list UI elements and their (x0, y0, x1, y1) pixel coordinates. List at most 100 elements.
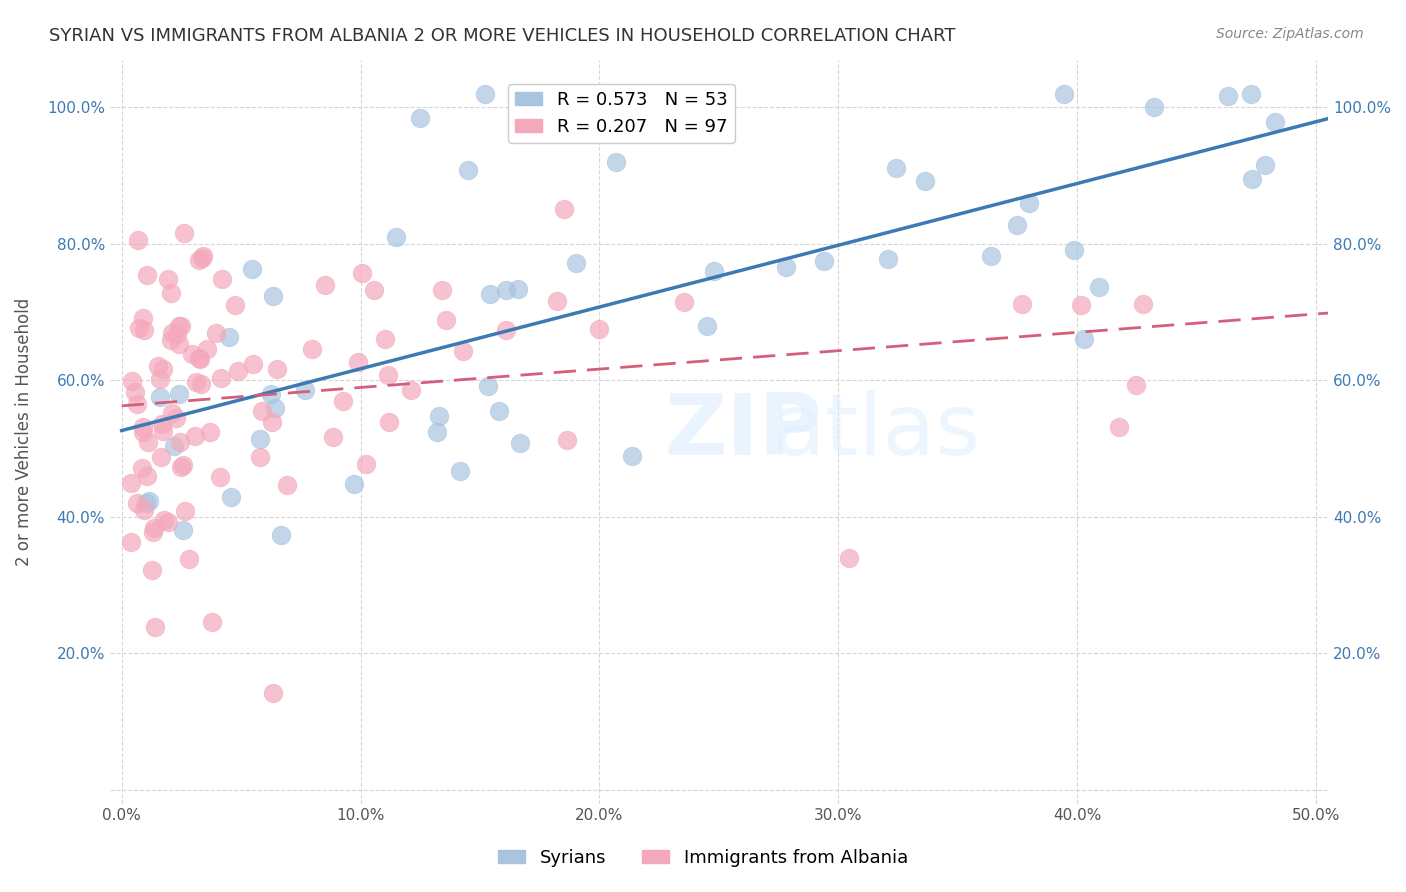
Point (121, 374, 143, 388)
Point (1063, 243, 1085, 257)
Point (495, 284, 517, 298)
Point (172, 458, 194, 472)
Point (195, 343, 218, 357)
Point (605, 155, 627, 169)
Point (170, 459, 193, 474)
Point (160, 326, 183, 340)
Point (980, 249, 1002, 263)
Point (1241, 172, 1264, 186)
Point (474, 87, 496, 101)
Point (162, 406, 184, 420)
Point (150, 450, 173, 464)
Point (249, 432, 271, 446)
Point (546, 294, 568, 309)
Text: SYRIAN VS IMMIGRANTS FROM ALBANIA 2 OR MORE VEHICLES IN HOUSEHOLD CORRELATION CH: SYRIAN VS IMMIGRANTS FROM ALBANIA 2 OR M… (49, 27, 956, 45)
Point (191, 249, 214, 263)
Point (451, 344, 474, 359)
Point (160, 286, 183, 301)
Point (190, 376, 212, 391)
Point (136, 434, 159, 449)
Point (696, 319, 718, 334)
Point (240, 262, 263, 277)
Point (301, 343, 323, 357)
Point (477, 379, 499, 393)
Point (495, 323, 517, 337)
Point (385, 229, 408, 244)
Point (128, 320, 150, 334)
Point (260, 415, 283, 429)
Point (148, 359, 170, 374)
Point (1005, 218, 1028, 232)
Point (342, 476, 364, 491)
Point (434, 313, 457, 327)
Point (120, 535, 142, 549)
Point (262, 289, 284, 303)
Point (132, 425, 155, 440)
Point (188, 253, 211, 268)
Point (224, 298, 246, 312)
Point (166, 326, 188, 341)
Point (249, 450, 271, 464)
Point (488, 404, 510, 418)
Text: Source: ZipAtlas.com: Source: ZipAtlas.com (1216, 27, 1364, 41)
Point (352, 266, 374, 280)
Point (198, 425, 221, 440)
Point (565, 255, 588, 269)
Point (167, 386, 190, 401)
Point (703, 264, 725, 278)
Point (378, 415, 401, 429)
Point (131, 461, 153, 475)
Point (179, 551, 201, 566)
Point (588, 322, 610, 336)
Point (132, 323, 155, 337)
Point (838, 551, 860, 566)
Point (174, 504, 197, 518)
Point (188, 352, 211, 367)
Point (252, 404, 274, 418)
Point (205, 326, 228, 341)
Point (132, 420, 155, 434)
Point (1018, 196, 1040, 211)
Point (152, 362, 174, 376)
Point (191, 252, 214, 266)
Point (188, 351, 211, 366)
Point (628, 87, 651, 101)
Point (377, 368, 399, 383)
Point (263, 401, 285, 416)
Point (141, 564, 163, 578)
Point (478, 287, 501, 301)
Point (332, 393, 354, 408)
Point (163, 439, 186, 453)
Point (1070, 298, 1092, 312)
Point (1240, 87, 1263, 101)
Point (914, 174, 936, 188)
Point (409, 112, 432, 126)
Point (143, 520, 166, 534)
Legend: R = 0.573   N = 53, R = 0.207   N = 97: R = 0.573 N = 53, R = 0.207 N = 97 (508, 84, 735, 143)
Point (1254, 158, 1277, 172)
Point (127, 233, 149, 247)
Point (136, 468, 159, 483)
Point (169, 434, 191, 449)
Point (672, 294, 695, 309)
Point (886, 161, 908, 175)
Point (142, 524, 165, 539)
Point (127, 495, 149, 509)
Point (553, 202, 575, 216)
Point (374, 332, 396, 346)
Point (138, 494, 160, 508)
Point (363, 284, 385, 298)
Point (173, 226, 195, 240)
Point (429, 409, 451, 423)
Point (143, 619, 166, 633)
Point (432, 283, 454, 297)
Point (1011, 297, 1033, 311)
Point (270, 528, 292, 542)
Point (167, 318, 190, 333)
Point (132, 310, 155, 325)
Point (276, 478, 298, 492)
Point (219, 490, 242, 504)
Point (209, 371, 232, 385)
Point (152, 425, 174, 439)
Point (314, 278, 336, 293)
